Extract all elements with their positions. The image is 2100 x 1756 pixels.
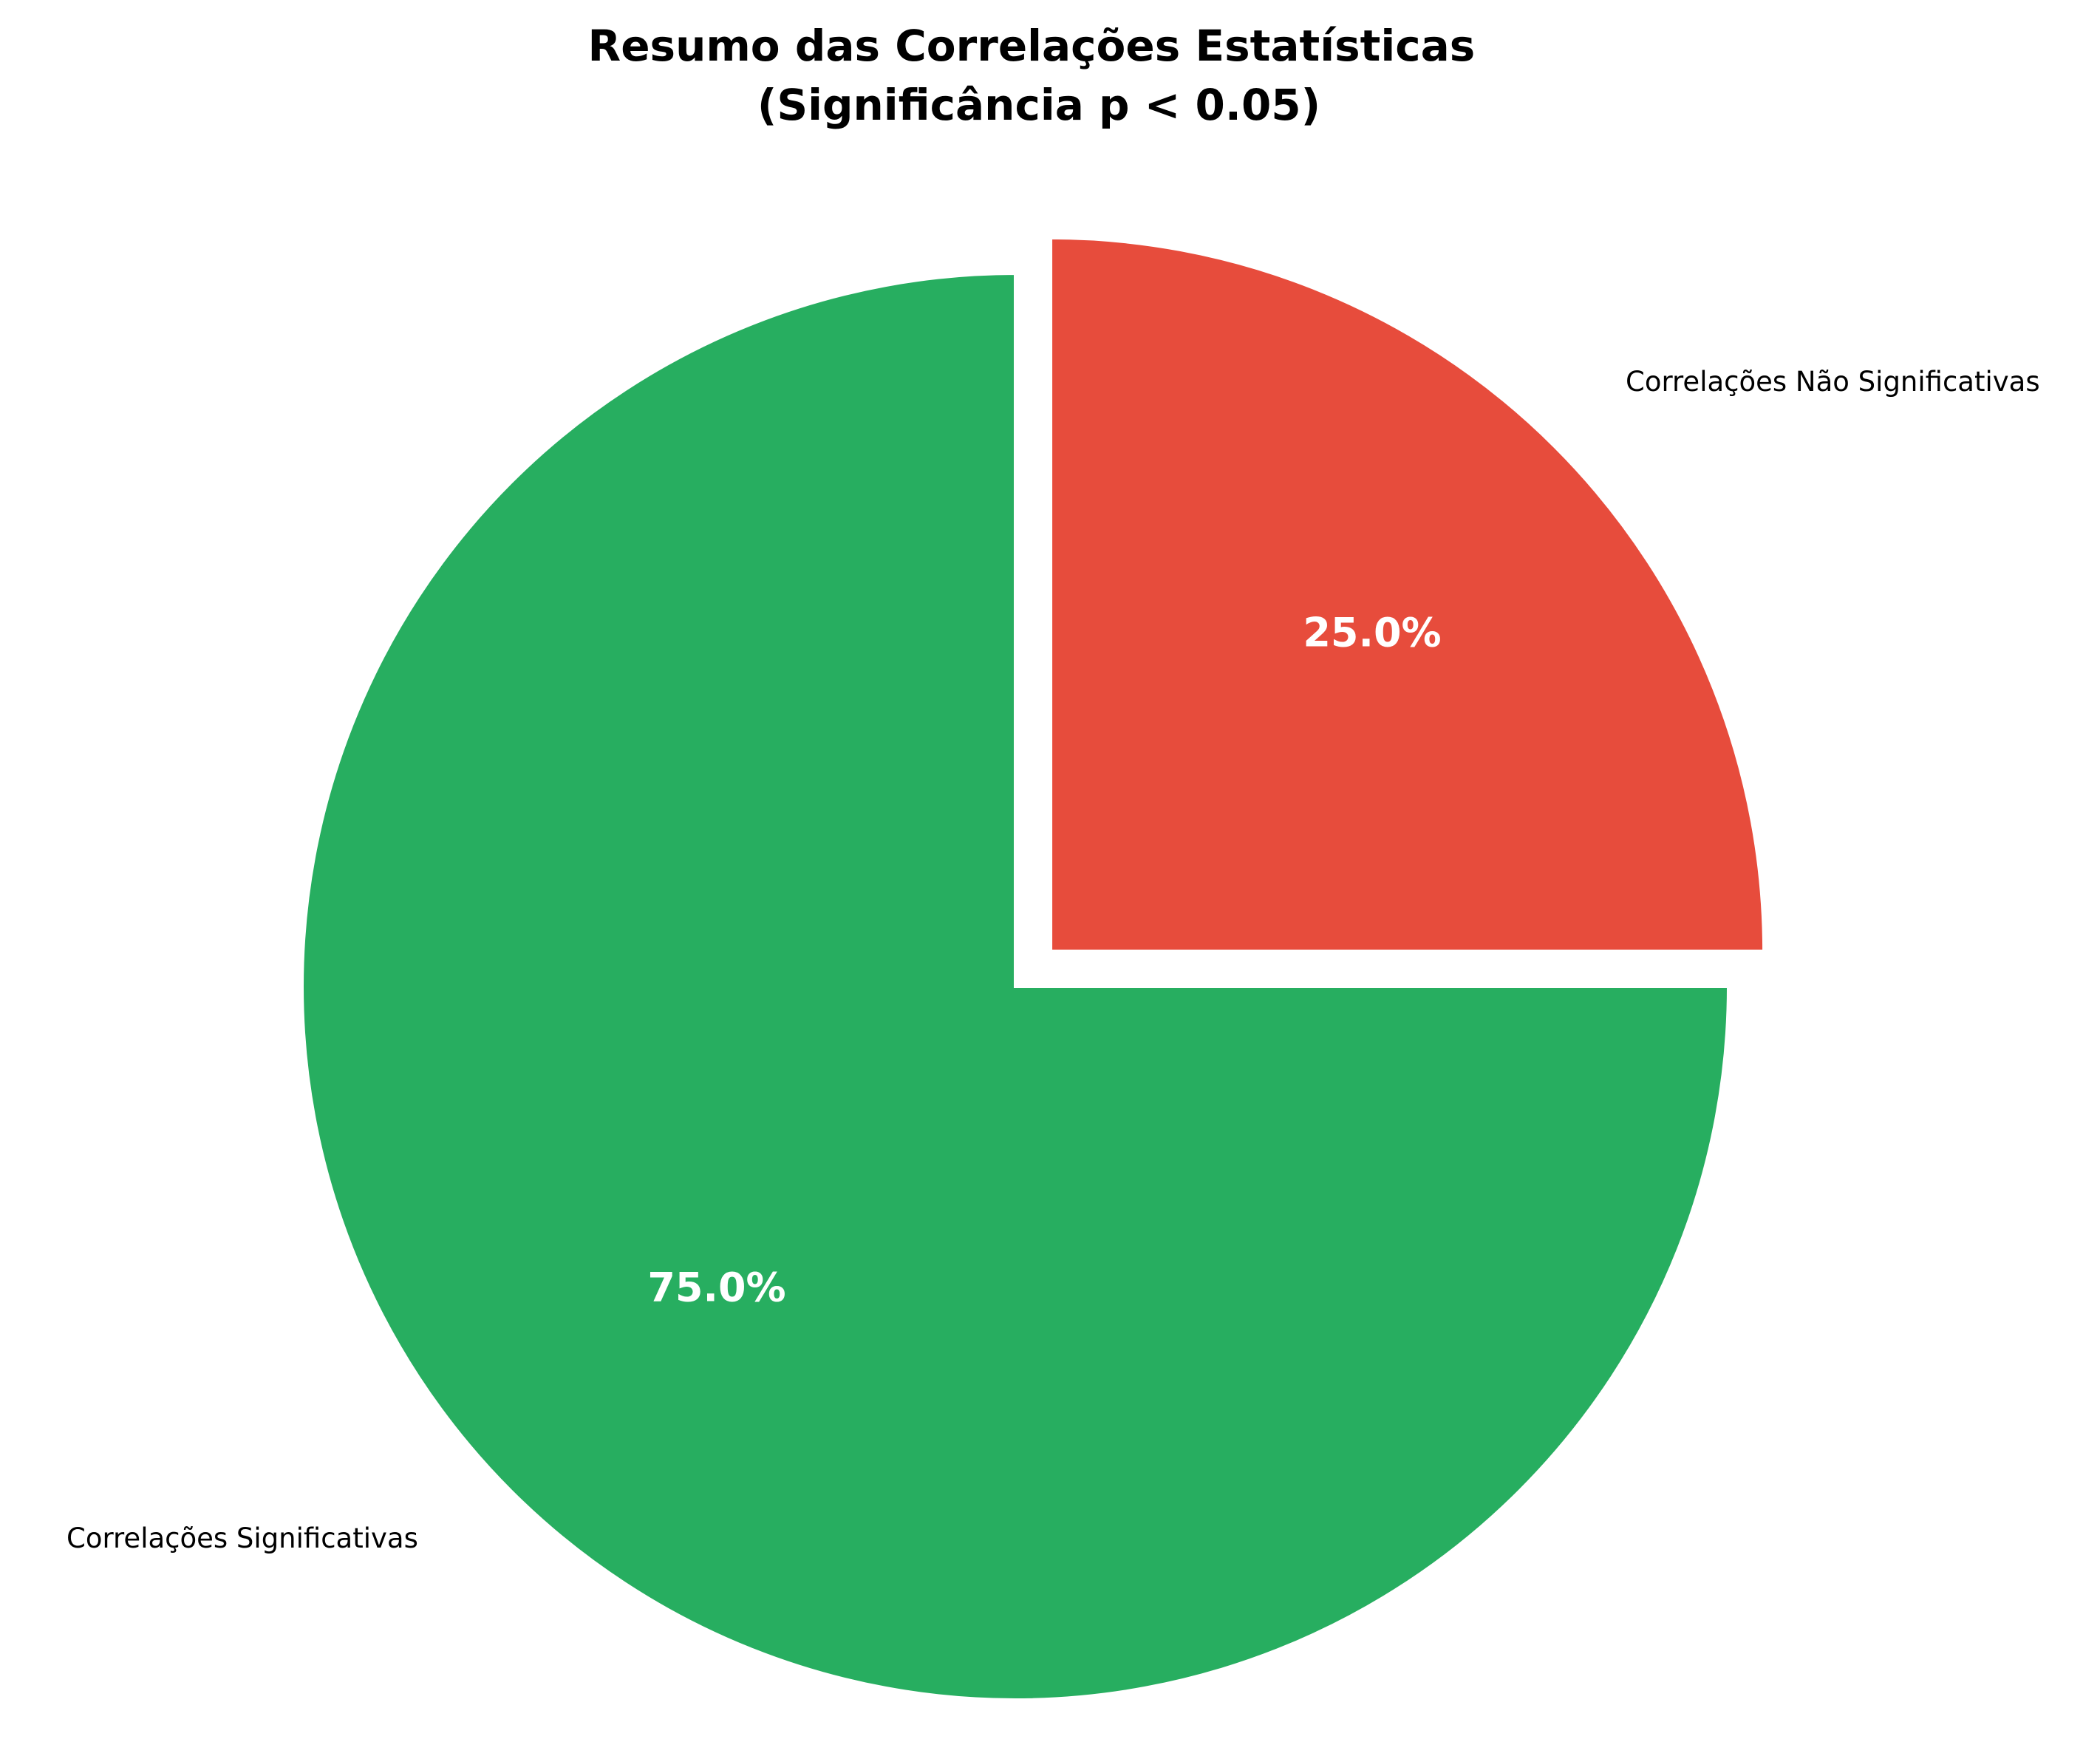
pct-label-not-significant: 25.0% [1303,610,1441,656]
slice-label-significant: Correlações Significativas [67,1522,418,1554]
chart-title-line-1: Resumo das Correlações Estatísticas [588,21,1476,71]
pie-slice-significant [301,271,1731,1701]
pie-slice-not-significant [1049,236,1766,953]
chart-title-line-2: (Significância p < 0.05) [757,80,1320,130]
pct-label-significant: 75.0% [647,1265,785,1311]
slice-label-not-significant: Correlações Não Significativas [1626,366,2040,398]
pie-slices [301,236,1766,1701]
chart-title: Resumo das Correlações Estatísticas (Sig… [588,21,1490,130]
